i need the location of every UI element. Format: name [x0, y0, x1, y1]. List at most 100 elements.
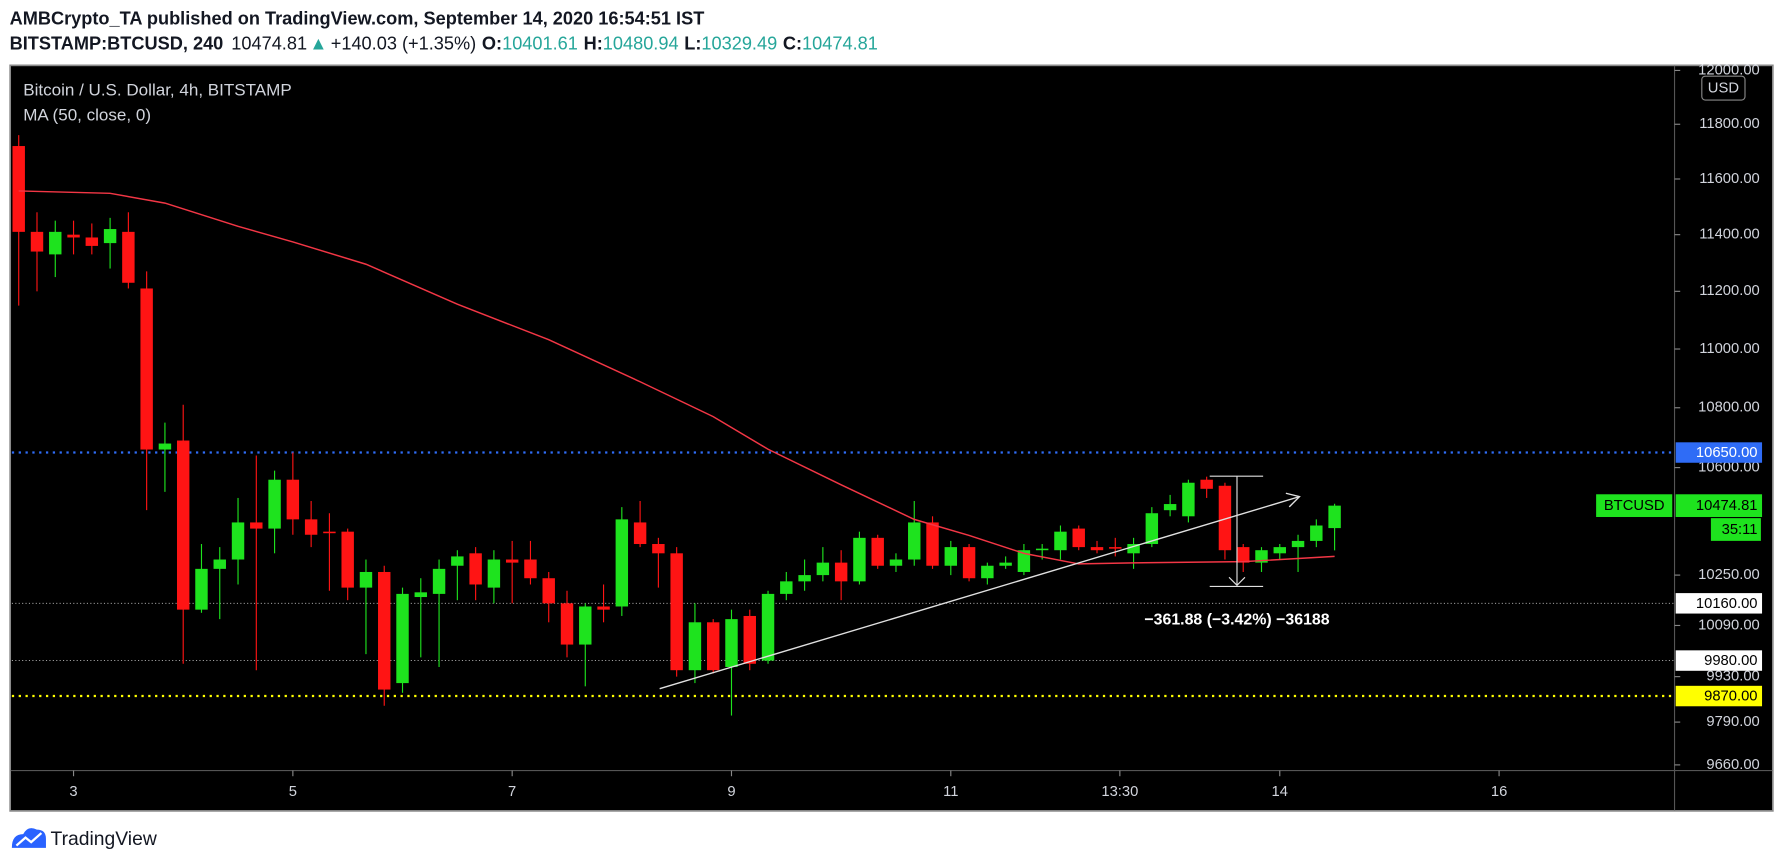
candle-body — [487, 559, 501, 588]
ma-line — [18, 190, 1335, 565]
y-tick-label: 11600.00 — [1699, 171, 1760, 187]
candle-body — [176, 440, 190, 610]
candle-body — [213, 559, 226, 569]
y-tick-label: 11800.00 — [1699, 116, 1760, 132]
candle-body — [615, 519, 629, 607]
price-line-box — [1675, 685, 1763, 707]
symbol: BITSTAMP:BTCUSD, 240 — [10, 33, 224, 53]
y-tick-label: 9930.00 — [1706, 669, 1759, 685]
x-tick-label: 9 — [727, 784, 735, 800]
candle-body — [706, 622, 720, 671]
last-price-label: 10474.81 — [1696, 498, 1758, 514]
y-tick-label: 10600.00 — [1698, 460, 1760, 476]
candle-body — [853, 537, 866, 582]
candle-body — [1090, 547, 1104, 551]
candle-body — [1035, 548, 1049, 551]
candle-body — [1145, 513, 1159, 545]
candle-body — [195, 568, 208, 610]
candle-body — [542, 578, 555, 604]
candle-body — [1054, 531, 1067, 551]
candle-body — [122, 231, 135, 283]
candle-body — [341, 531, 354, 588]
price-line-box — [1675, 593, 1763, 614]
ohlc-value: 10401.61 — [502, 33, 578, 53]
candle-body — [1328, 505, 1341, 529]
candle-body — [140, 288, 153, 450]
candle-body — [1255, 550, 1268, 563]
candle-body — [633, 522, 647, 545]
candle-body — [103, 229, 117, 244]
publisher-line: AMBCrypto_TA published on TradingView.co… — [10, 8, 705, 28]
ohlc-label: O: — [482, 33, 502, 53]
x-tick-label: 11 — [943, 784, 958, 800]
candle-body — [761, 593, 775, 661]
candle-body — [451, 556, 464, 566]
y-tick-label: 10090.00 — [1698, 617, 1760, 633]
candle-body — [85, 237, 99, 246]
x-tick-label: 5 — [289, 784, 297, 800]
candle-body — [158, 443, 172, 450]
price-line-box — [1675, 442, 1763, 463]
candle-body — [1109, 547, 1122, 549]
candle-body — [560, 603, 574, 645]
candle-body — [871, 537, 884, 566]
candle-body — [816, 562, 830, 576]
candle-body — [725, 619, 738, 667]
x-tick-label: 3 — [69, 784, 77, 800]
candle-body — [944, 547, 958, 566]
candle-body — [524, 559, 537, 579]
candle-body — [597, 606, 610, 610]
candle-body — [798, 575, 811, 582]
candle-body — [12, 146, 25, 232]
ohlc-value: 10474.81 — [802, 33, 878, 53]
y-tick-label: 12000.00 — [1698, 62, 1760, 78]
chart-frame — [9, 64, 1774, 812]
trend-line — [659, 495, 1300, 690]
price-line-label: 10650.00 — [1696, 445, 1758, 461]
candle-body — [378, 571, 391, 690]
candle-body — [688, 622, 702, 671]
candle-body — [469, 553, 482, 585]
x-tick-label: 14 — [1272, 784, 1288, 800]
symbol-box — [1596, 494, 1673, 518]
candle-body — [250, 522, 263, 529]
change: +140.03 (+1.35%) — [331, 33, 476, 53]
candle-body — [1163, 504, 1177, 511]
candle-body — [1182, 482, 1195, 517]
y-tick-label: 11400.00 — [1699, 227, 1760, 243]
candle-body — [1200, 479, 1213, 489]
candle-body — [286, 479, 300, 520]
candle-body — [49, 231, 62, 255]
y-tick-label: 9660.00 — [1706, 757, 1759, 773]
symbol-tag: BTCUSD — [1604, 498, 1665, 514]
chart-title: Bitcoin / U.S. Dollar, 4h, BITSTAMP — [23, 80, 291, 99]
x-tick-label: 16 — [1491, 784, 1507, 800]
measure-arrow — [1228, 576, 1246, 587]
candle-body — [323, 531, 336, 534]
x-tick-label: 7 — [508, 784, 516, 800]
candle-body — [1017, 550, 1031, 572]
ohlc-label: L: — [684, 33, 701, 53]
candle-body — [579, 606, 592, 645]
candle-body — [1072, 528, 1085, 548]
candle-body — [889, 559, 903, 566]
measure-label: −361.88 (−3.42%) −36188 — [1144, 612, 1329, 629]
candle-body — [1218, 485, 1232, 551]
y-tick-label: 10800.00 — [1698, 400, 1760, 416]
price-line-label: 10160.00 — [1696, 596, 1758, 612]
candle-body — [414, 592, 428, 598]
candle-body — [1273, 547, 1286, 554]
candle-body — [999, 562, 1012, 566]
ohlc-label: C: — [783, 33, 802, 53]
ohlc-value: 10480.94 — [603, 33, 679, 53]
y-tick-label: 10250.00 — [1698, 567, 1760, 583]
x-tick-label: 13:30 — [1101, 784, 1138, 800]
candle-body — [1237, 547, 1250, 563]
candle-body — [30, 231, 44, 252]
candle-body — [670, 553, 683, 671]
candle-body — [304, 519, 318, 535]
candle-body — [834, 562, 848, 582]
candle-body — [231, 522, 245, 560]
